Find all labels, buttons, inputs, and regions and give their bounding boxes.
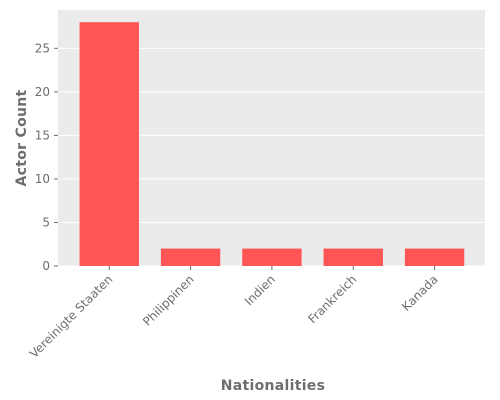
bar <box>160 248 221 266</box>
y-axis-title: Actor Count <box>14 89 30 186</box>
x-tick-label: Kanada <box>399 272 441 314</box>
y-tick-label: 25 <box>35 41 50 55</box>
y-tick-label: 5 <box>42 215 50 229</box>
y-tick-label: 15 <box>35 128 50 142</box>
bar <box>323 248 383 266</box>
x-tick-label: Vereinigte Staaten <box>27 272 116 361</box>
bar <box>79 22 139 266</box>
x-tick-label: Philippinen <box>140 272 197 329</box>
y-tick-label: 0 <box>42 259 50 273</box>
x-tick-label: Frankreich <box>305 272 359 326</box>
x-axis-ticks: Vereinigte Staaten Philippinen Indien Frank… <box>27 266 441 361</box>
y-tick-label: 10 <box>35 172 50 186</box>
bars <box>79 22 465 266</box>
bar <box>242 248 302 266</box>
y-axis-ticks: 0 5 10 15 20 25 <box>35 41 58 273</box>
x-tick-label: Indien <box>242 272 278 308</box>
y-tick-label: 20 <box>35 85 50 99</box>
bar <box>404 248 465 266</box>
x-axis-title: Nationalities <box>221 378 326 394</box>
